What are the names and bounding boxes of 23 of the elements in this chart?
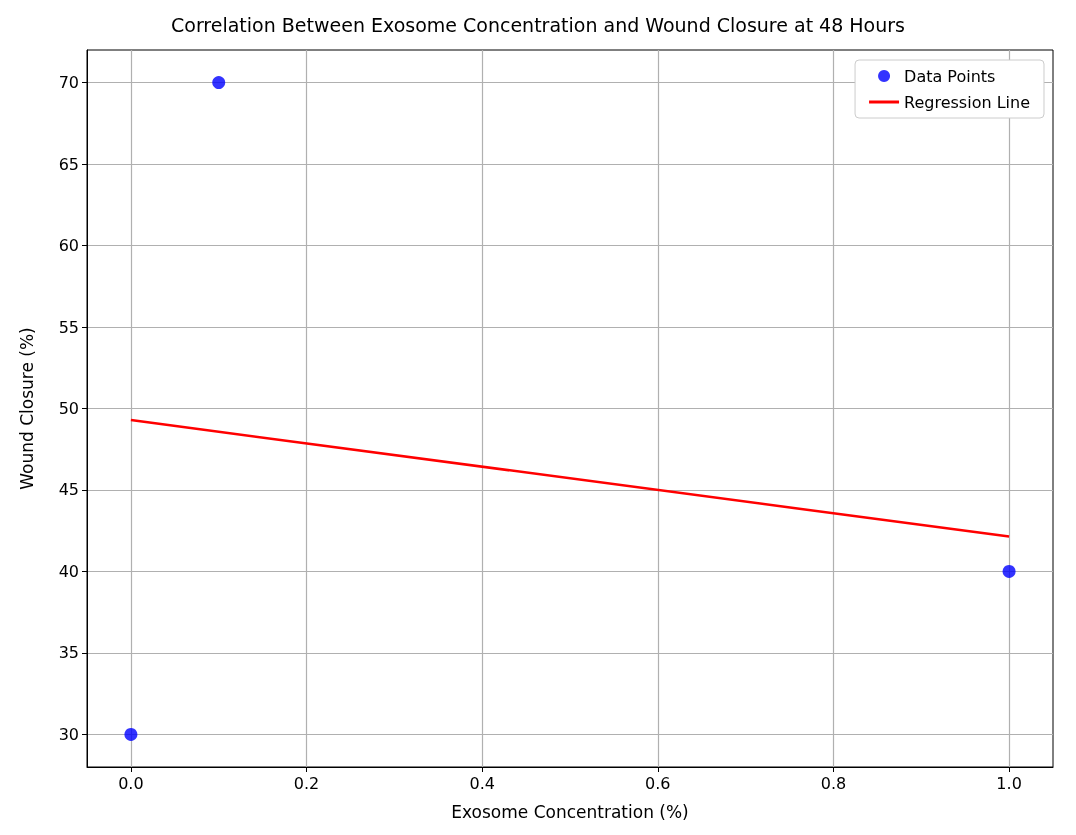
legend-label: Regression Line [904, 92, 1031, 112]
chart-title: Correlation Between Exosome Concentration and Wound Closure at 48 Hours [171, 13, 905, 36]
point [124, 727, 138, 741]
x-tick-label: 0.2 [293, 773, 320, 793]
y-tick-label: 40 [58, 561, 79, 581]
y-tick-label: 55 [58, 317, 79, 337]
point [212, 76, 226, 90]
x-tick-label: 0.0 [118, 773, 144, 793]
legend-label: Data Points [904, 66, 996, 86]
point [1002, 564, 1016, 578]
y-tick-label: 65 [58, 154, 79, 174]
y-tick-label: 30 [58, 724, 79, 744]
y-tick-label: 60 [58, 236, 79, 256]
x-tick-label: 0.4 [469, 773, 495, 793]
x-tick-label: 0.8 [820, 773, 847, 793]
x-axis-title: Exosome Concentration (%) [451, 801, 689, 822]
y-axis-title: Wound Closure (%) [16, 327, 37, 490]
x-tick-label: 0.6 [645, 773, 671, 793]
y-tick-label: 50 [58, 399, 79, 418]
y-tick-label: 35 [58, 643, 79, 663]
y-tick-label: 45 [58, 480, 79, 500]
x-tick-label: 1.0 [996, 773, 1022, 793]
y-tick-label: 70 [58, 73, 79, 93]
